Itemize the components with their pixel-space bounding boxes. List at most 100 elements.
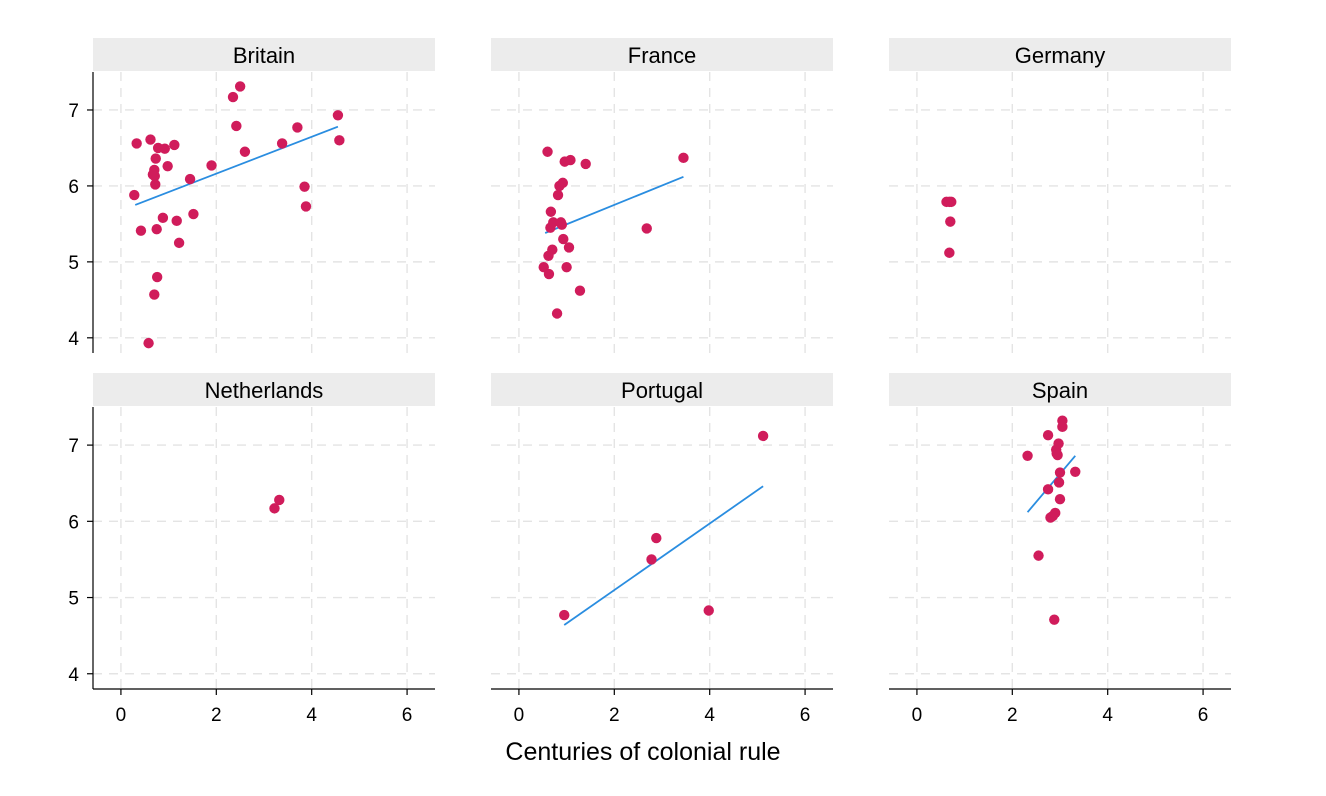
data-point bbox=[135, 225, 147, 236]
panel-title: Netherlands bbox=[205, 378, 324, 403]
y-tick-label: 7 bbox=[68, 436, 79, 457]
data-point bbox=[184, 173, 196, 185]
data-point bbox=[1054, 467, 1066, 478]
data-point bbox=[551, 308, 563, 319]
data-point bbox=[299, 181, 310, 192]
data-point bbox=[1050, 507, 1061, 519]
data-point bbox=[145, 134, 156, 145]
data-point bbox=[151, 271, 163, 283]
x-tick-label: 0 bbox=[514, 705, 525, 726]
data-point bbox=[162, 160, 173, 172]
panel-strip bbox=[93, 38, 435, 71]
data-point bbox=[646, 554, 657, 565]
data-point bbox=[159, 143, 170, 154]
data-point bbox=[169, 139, 180, 151]
data-point bbox=[231, 120, 242, 132]
y-tick-label: 5 bbox=[68, 589, 79, 610]
data-point bbox=[557, 177, 568, 189]
x-tick-label: 4 bbox=[306, 705, 317, 726]
data-point bbox=[334, 135, 345, 146]
x-tick-label: 4 bbox=[704, 705, 715, 726]
data-point bbox=[651, 532, 662, 544]
data-point bbox=[1053, 438, 1064, 449]
data-point bbox=[276, 138, 288, 149]
data-point bbox=[547, 244, 558, 255]
data-point bbox=[1033, 550, 1044, 561]
x-tick-label: 2 bbox=[1007, 705, 1018, 726]
x-tick-label: 2 bbox=[211, 705, 222, 726]
data-point bbox=[946, 196, 957, 208]
data-point bbox=[548, 217, 559, 228]
data-point bbox=[545, 206, 557, 217]
data-point bbox=[1022, 450, 1033, 461]
data-point bbox=[206, 160, 217, 171]
panel-title: Britain bbox=[233, 43, 295, 68]
data-point bbox=[157, 212, 169, 224]
fit-line bbox=[1026, 455, 1076, 513]
panel-title: Spain bbox=[1032, 378, 1088, 403]
data-point bbox=[188, 208, 199, 220]
data-point bbox=[1054, 494, 1066, 505]
fit-line bbox=[544, 175, 684, 234]
data-point bbox=[678, 152, 689, 164]
data-point bbox=[1042, 484, 1054, 495]
x-tick-label: 6 bbox=[800, 705, 811, 726]
data-point bbox=[300, 201, 312, 212]
data-point bbox=[945, 216, 956, 227]
data-point bbox=[227, 91, 239, 103]
data-point bbox=[150, 153, 161, 164]
y-tick-label: 5 bbox=[68, 253, 79, 274]
data-point bbox=[552, 189, 564, 201]
panel-netherlands: Netherlands 4 5 6 7 0 2 4 6 bbox=[68, 373, 435, 726]
panel-france: France bbox=[491, 38, 833, 353]
data-point bbox=[1070, 466, 1081, 477]
panel-strip bbox=[889, 38, 1231, 71]
y-tick-label: 7 bbox=[68, 101, 79, 122]
data-point bbox=[558, 233, 569, 245]
data-point bbox=[944, 247, 955, 258]
data-point bbox=[1052, 449, 1063, 461]
panel-germany: Germany bbox=[889, 38, 1231, 353]
data-point bbox=[1057, 421, 1068, 433]
data-point bbox=[150, 179, 161, 190]
fit-line bbox=[563, 485, 764, 626]
data-point bbox=[151, 224, 162, 235]
panel-title: Portugal bbox=[621, 378, 703, 403]
panel-britain: Britain 4 5 6 7 bbox=[68, 38, 435, 353]
data-point bbox=[149, 289, 160, 300]
panel-spain: Spain 0 2 4 6 bbox=[889, 373, 1231, 726]
data-point bbox=[561, 261, 572, 273]
y-tick-label: 4 bbox=[68, 329, 79, 350]
data-point bbox=[1053, 477, 1065, 488]
data-point bbox=[1042, 430, 1054, 441]
data-point bbox=[556, 219, 568, 230]
panel-title: France bbox=[628, 43, 696, 68]
panel-title: Germany bbox=[1015, 43, 1105, 68]
x-tick-label: 0 bbox=[116, 705, 127, 726]
data-point bbox=[563, 242, 575, 253]
x-tick-label: 2 bbox=[609, 705, 620, 726]
data-point bbox=[542, 146, 553, 157]
data-point bbox=[274, 494, 285, 506]
data-point bbox=[543, 268, 555, 280]
data-point bbox=[269, 503, 280, 514]
data-point bbox=[1049, 614, 1060, 625]
data-point bbox=[574, 285, 586, 296]
data-point bbox=[239, 146, 251, 157]
data-point bbox=[757, 430, 769, 442]
data-point bbox=[580, 158, 591, 170]
panel-strip bbox=[93, 373, 435, 406]
data-point bbox=[234, 81, 246, 92]
panel-strip bbox=[889, 373, 1231, 406]
x-tick-label: 4 bbox=[1102, 705, 1113, 726]
x-tick-label: 6 bbox=[402, 705, 413, 726]
data-point bbox=[149, 170, 160, 182]
panel-strip bbox=[491, 373, 833, 406]
panel-portugal: Portugal 0 2 4 6 bbox=[491, 373, 833, 726]
panel-strip bbox=[491, 38, 833, 71]
x-tick-label: 0 bbox=[912, 705, 923, 726]
data-point bbox=[565, 154, 576, 166]
data-point bbox=[559, 609, 570, 621]
data-point bbox=[143, 337, 154, 349]
